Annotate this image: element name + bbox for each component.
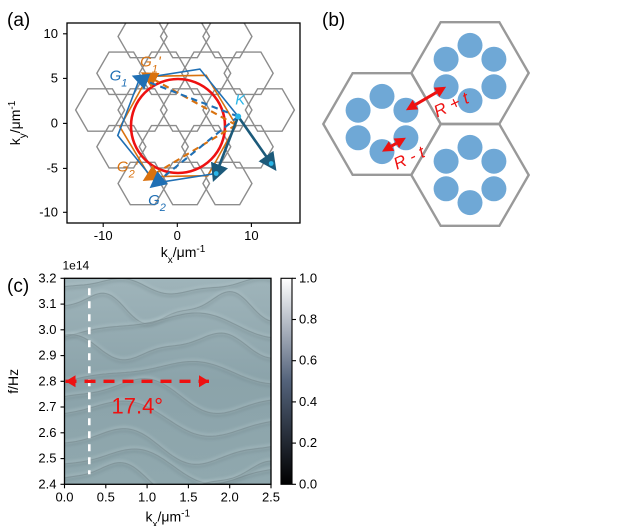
svg-text:1e14: 1e14: [63, 260, 90, 272]
svg-text:0.2: 0.2: [299, 435, 317, 450]
svg-text:17.4°: 17.4°: [111, 393, 163, 418]
svg-text:K: K: [235, 92, 246, 109]
svg-text:-5: -5: [46, 160, 58, 175]
svg-text:-10: -10: [39, 204, 58, 219]
svg-text:10: 10: [44, 26, 58, 41]
svg-text:0.8: 0.8: [299, 312, 317, 327]
svg-text:1.0: 1.0: [138, 489, 156, 504]
svg-text:2.4: 2.4: [38, 476, 56, 491]
svg-text:f/Hz: f/Hz: [5, 369, 21, 394]
svg-text:1.0: 1.0: [299, 270, 317, 285]
svg-text:G1: G1: [110, 68, 128, 90]
svg-text:2.8: 2.8: [38, 373, 56, 388]
svg-text:2.0: 2.0: [221, 489, 239, 504]
svg-text:G1': G1': [140, 53, 162, 75]
svg-text:2.7: 2.7: [38, 399, 56, 414]
svg-text:0.0: 0.0: [55, 489, 73, 504]
svg-text:R - t: R - t: [391, 142, 429, 173]
svg-text:0.4: 0.4: [299, 394, 317, 409]
svg-text:3.0: 3.0: [38, 322, 56, 337]
svg-text:G2: G2: [148, 192, 166, 214]
svg-text:2.5: 2.5: [262, 489, 280, 504]
svg-text:10: 10: [244, 228, 258, 243]
svg-text:0.6: 0.6: [299, 353, 317, 368]
svg-text:kx/μm-1: kx/μm-1: [146, 508, 191, 526]
svg-text:5: 5: [51, 70, 58, 85]
svg-text:2.9: 2.9: [38, 348, 56, 363]
svg-text:1.5: 1.5: [179, 489, 197, 504]
svg-text:0.0: 0.0: [299, 476, 317, 491]
svg-text:ky/μm-1: ky/μm-1: [7, 100, 29, 145]
svg-text:-10: -10: [94, 228, 113, 243]
svg-text:2.6: 2.6: [38, 425, 56, 440]
svg-text:3.1: 3.1: [38, 296, 56, 311]
svg-text:0: 0: [51, 115, 58, 130]
svg-text:G2': G2': [117, 159, 139, 181]
svg-text:2.5: 2.5: [38, 451, 56, 466]
svg-text:0.5: 0.5: [97, 489, 115, 504]
svg-text:3.2: 3.2: [38, 270, 56, 285]
svg-text:0: 0: [174, 228, 181, 243]
